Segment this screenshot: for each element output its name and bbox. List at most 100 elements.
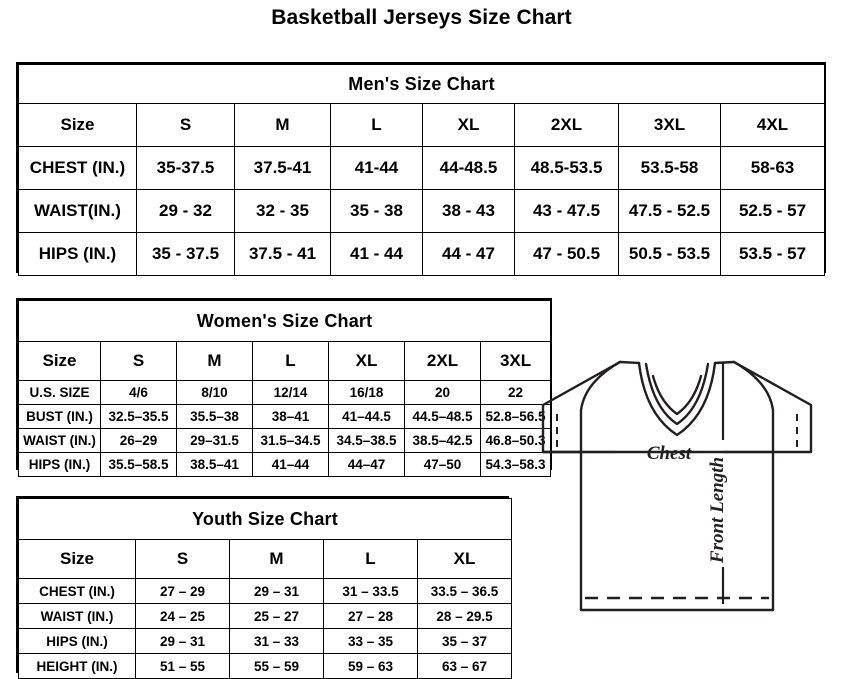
mens-row-label-chest: CHEST (IN.) bbox=[18, 146, 137, 190]
mens-header-2xl: 2XL bbox=[514, 103, 619, 147]
womens-ussize-xl: 16/18 bbox=[328, 380, 405, 405]
youth-row-label-height: HEIGHT (IN.) bbox=[18, 653, 136, 679]
womens-row-label-hips: HIPS (IN.) bbox=[18, 452, 101, 477]
womens-row-label-waist: WAIST (IN.) bbox=[18, 428, 101, 453]
table-row: HIPS (IN.) 35 - 37.5 37.5 - 41 41 - 44 4… bbox=[18, 232, 826, 276]
youth-height-m: 55 – 59 bbox=[229, 653, 324, 679]
womens-ussize-s: 4/6 bbox=[100, 380, 177, 405]
youth-chart-title: Youth Size Chart bbox=[18, 498, 512, 540]
womens-waist-l: 31.5–34.5 bbox=[252, 428, 329, 453]
womens-bust-2xl: 44.5–48.5 bbox=[404, 404, 481, 429]
womens-hips-2xl: 47–50 bbox=[404, 452, 481, 477]
womens-header-m: M bbox=[176, 341, 253, 381]
womens-hips-m: 38.5–41 bbox=[176, 452, 253, 477]
table-row: U.S. SIZE 4/6 8/10 12/14 16/18 20 22 bbox=[18, 380, 552, 405]
womens-row-label-us-size: U.S. SIZE bbox=[18, 380, 101, 405]
front-length-label: Front Length bbox=[707, 457, 728, 564]
womens-size-table: Women's Size Chart Size S M L XL 2XL 3XL… bbox=[17, 300, 552, 477]
youth-height-xl: 63 – 67 bbox=[417, 653, 512, 679]
womens-header-l: L bbox=[252, 341, 329, 381]
womens-header-row: Size S M L XL 2XL 3XL bbox=[18, 341, 552, 381]
mens-chest-4xl: 58-63 bbox=[719, 146, 826, 190]
mens-size-table: Men's Size Chart Size S M L XL 2XL 3XL 4… bbox=[17, 64, 826, 276]
mens-header-row: Size S M L XL 2XL 3XL 4XL bbox=[18, 103, 826, 147]
womens-waist-s: 26–29 bbox=[100, 428, 177, 453]
mens-hips-4xl: 53.5 - 57 bbox=[719, 232, 826, 276]
womens-header-3xl: 3XL bbox=[479, 341, 552, 381]
mens-header-4xl: 4XL bbox=[719, 103, 826, 147]
mens-header-xl: XL bbox=[422, 103, 515, 147]
womens-hips-xl: 44–47 bbox=[328, 452, 405, 477]
mens-hips-s: 35 - 37.5 bbox=[136, 232, 235, 276]
youth-hips-l: 33 – 35 bbox=[323, 628, 418, 654]
mens-hips-3xl: 50.5 - 53.5 bbox=[618, 232, 721, 276]
womens-chart-band: Women's Size Chart bbox=[17, 300, 552, 342]
womens-ussize-2xl: 20 bbox=[404, 380, 481, 405]
womens-bust-s: 32.5–35.5 bbox=[100, 404, 177, 429]
table-row: CHEST (IN.) 35-37.5 37.5-41 41-44 44-48.… bbox=[18, 146, 826, 190]
womens-ussize-m: 8/10 bbox=[176, 380, 253, 405]
youth-waist-l: 27 – 28 bbox=[323, 603, 418, 629]
youth-chest-m: 29 – 31 bbox=[229, 578, 324, 604]
womens-bust-m: 35.5–38 bbox=[176, 404, 253, 429]
table-row: HIPS (IN.) 35.5–58.5 38.5–41 41–44 44–47… bbox=[18, 452, 552, 477]
mens-waist-l: 35 - 38 bbox=[330, 189, 423, 233]
womens-header-2xl: 2XL bbox=[404, 341, 481, 381]
youth-hips-s: 29 – 31 bbox=[135, 628, 230, 654]
jersey-outline-icon bbox=[541, 360, 813, 612]
youth-size-chart: Youth Size Chart Size S M L XL CHEST (IN… bbox=[16, 496, 512, 679]
mens-chest-2xl: 48.5-53.5 bbox=[514, 146, 619, 190]
womens-header-xl: XL bbox=[328, 341, 405, 381]
table-row: WAIST (IN.) 26–29 29–31.5 31.5–34.5 34.5… bbox=[18, 428, 552, 453]
youth-hips-xl: 35 – 37 bbox=[417, 628, 512, 654]
youth-size-table: Youth Size Chart Size S M L XL CHEST (IN… bbox=[18, 498, 512, 679]
jersey-measurement-diagram: Chest Front Length bbox=[527, 352, 827, 652]
page-title: Basketball Jerseys Size Chart bbox=[271, 6, 572, 29]
mens-header-size: Size bbox=[18, 103, 137, 147]
table-row: HIPS (IN.) 29 – 31 31 – 33 33 – 35 35 – … bbox=[18, 628, 512, 654]
womens-waist-xl: 34.5–38.5 bbox=[328, 428, 405, 453]
mens-waist-4xl: 52.5 - 57 bbox=[719, 189, 826, 233]
womens-chart-title: Women's Size Chart bbox=[17, 300, 552, 342]
mens-hips-2xl: 47 - 50.5 bbox=[514, 232, 619, 276]
sleeve-seam-dashes bbox=[556, 414, 798, 452]
mens-row-label-waist: WAIST(IN.) bbox=[18, 189, 137, 233]
womens-ussize-l: 12/14 bbox=[252, 380, 329, 405]
mens-row-label-hips: HIPS (IN.) bbox=[18, 232, 137, 276]
mens-size-chart: Men's Size Chart Size S M L XL 2XL 3XL 4… bbox=[16, 62, 826, 276]
youth-header-l: L bbox=[323, 539, 418, 579]
mens-waist-m: 32 - 35 bbox=[234, 189, 331, 233]
mens-waist-s: 29 - 32 bbox=[136, 189, 235, 233]
youth-height-l: 59 – 63 bbox=[323, 653, 418, 679]
youth-waist-xl: 28 – 29.5 bbox=[417, 603, 512, 629]
youth-row-label-chest: CHEST (IN.) bbox=[18, 578, 136, 604]
youth-row-label-hips: HIPS (IN.) bbox=[18, 628, 136, 654]
mens-waist-3xl: 47.5 - 52.5 bbox=[618, 189, 721, 233]
youth-chest-xl: 33.5 – 36.5 bbox=[417, 578, 512, 604]
womens-header-s: S bbox=[100, 341, 177, 381]
womens-row-label-bust: BUST (IN.) bbox=[18, 404, 101, 429]
youth-waist-m: 25 – 27 bbox=[229, 603, 324, 629]
chest-label: Chest bbox=[647, 443, 692, 464]
mens-chest-l: 41-44 bbox=[330, 146, 423, 190]
youth-waist-s: 24 – 25 bbox=[135, 603, 230, 629]
mens-header-l: L bbox=[330, 103, 423, 147]
womens-bust-xl: 41–44.5 bbox=[328, 404, 405, 429]
mens-chest-m: 37.5-41 bbox=[234, 146, 331, 190]
youth-header-m: M bbox=[229, 539, 324, 579]
womens-hips-3xl: 54.3–58.3 bbox=[479, 452, 552, 477]
youth-header-size: Size bbox=[18, 539, 136, 579]
mens-header-3xl: 3XL bbox=[618, 103, 721, 147]
mens-hips-l: 41 - 44 bbox=[330, 232, 423, 276]
youth-chest-s: 27 – 29 bbox=[135, 578, 230, 604]
youth-chest-l: 31 – 33.5 bbox=[323, 578, 418, 604]
womens-waist-m: 29–31.5 bbox=[176, 428, 253, 453]
womens-header-size: Size bbox=[18, 341, 101, 381]
mens-hips-xl: 44 - 47 bbox=[422, 232, 515, 276]
mens-waist-xl: 38 - 43 bbox=[422, 189, 515, 233]
womens-waist-2xl: 38.5–42.5 bbox=[404, 428, 481, 453]
mens-hips-m: 37.5 - 41 bbox=[234, 232, 331, 276]
youth-header-s: S bbox=[135, 539, 230, 579]
mens-chart-band: Men's Size Chart bbox=[17, 64, 826, 104]
womens-bust-l: 38–41 bbox=[252, 404, 329, 429]
